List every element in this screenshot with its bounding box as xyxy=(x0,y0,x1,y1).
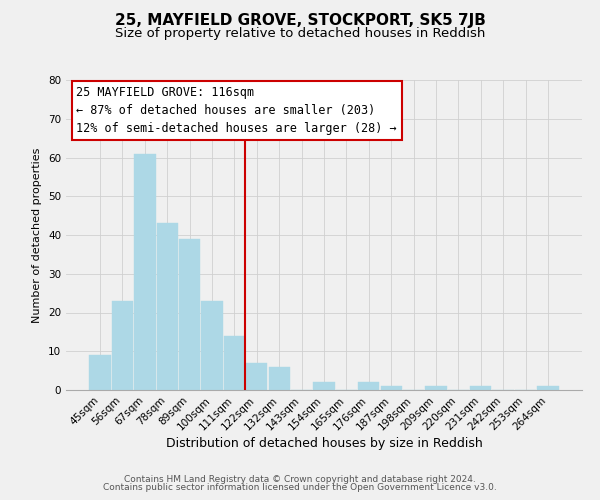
Text: Contains HM Land Registry data © Crown copyright and database right 2024.: Contains HM Land Registry data © Crown c… xyxy=(124,476,476,484)
Bar xyxy=(179,239,200,390)
Text: 25, MAYFIELD GROVE, STOCKPORT, SK5 7JB: 25, MAYFIELD GROVE, STOCKPORT, SK5 7JB xyxy=(115,12,485,28)
Bar xyxy=(358,382,379,390)
Bar xyxy=(537,386,559,390)
Text: 25 MAYFIELD GROVE: 116sqm
← 87% of detached houses are smaller (203)
12% of semi: 25 MAYFIELD GROVE: 116sqm ← 87% of detac… xyxy=(76,86,397,135)
Bar xyxy=(246,363,268,390)
Bar xyxy=(157,224,178,390)
Y-axis label: Number of detached properties: Number of detached properties xyxy=(32,148,43,322)
Bar xyxy=(269,367,290,390)
X-axis label: Distribution of detached houses by size in Reddish: Distribution of detached houses by size … xyxy=(166,438,482,450)
Bar xyxy=(313,382,335,390)
Bar xyxy=(112,301,133,390)
Bar xyxy=(425,386,446,390)
Bar xyxy=(134,154,155,390)
Bar xyxy=(380,386,402,390)
Bar xyxy=(202,301,223,390)
Bar xyxy=(224,336,245,390)
Bar xyxy=(89,355,111,390)
Text: Contains public sector information licensed under the Open Government Licence v3: Contains public sector information licen… xyxy=(103,483,497,492)
Bar xyxy=(470,386,491,390)
Text: Size of property relative to detached houses in Reddish: Size of property relative to detached ho… xyxy=(115,28,485,40)
